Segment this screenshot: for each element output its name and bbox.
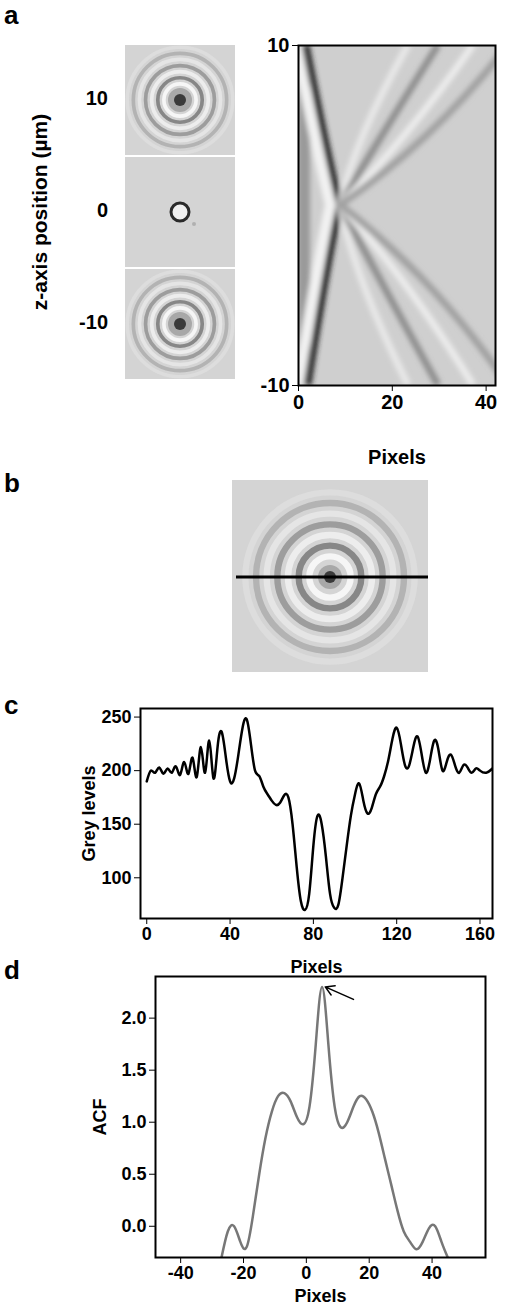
svg-text:0: 0 bbox=[293, 391, 304, 413]
svg-text:Grey levels: Grey levels bbox=[79, 765, 99, 861]
svg-text:1.0: 1.0 bbox=[121, 1112, 146, 1132]
svg-text:250: 250 bbox=[101, 707, 131, 727]
svg-text:0: 0 bbox=[142, 924, 152, 944]
svg-text:40: 40 bbox=[422, 1263, 442, 1283]
svg-text:ACF: ACF bbox=[90, 1099, 110, 1136]
svg-text:40: 40 bbox=[220, 924, 240, 944]
svg-text:Pixels: Pixels bbox=[294, 1286, 346, 1306]
svg-text:2.0: 2.0 bbox=[121, 1008, 146, 1028]
html-text:-10: -10 bbox=[79, 311, 108, 333]
html-text:d: d bbox=[4, 955, 20, 985]
svg-text:160: 160 bbox=[465, 924, 495, 944]
html-text:0: 0 bbox=[96, 199, 108, 221]
svg-text:Pixels: Pixels bbox=[368, 446, 426, 468]
html-text:a: a bbox=[4, 0, 19, 30]
svg-text:200: 200 bbox=[101, 760, 131, 780]
svg-text:120: 120 bbox=[382, 924, 412, 944]
svg-text:20: 20 bbox=[359, 1263, 379, 1283]
html-text:b: b bbox=[4, 468, 20, 498]
svg-text:10: 10 bbox=[267, 34, 289, 56]
svg-text:100: 100 bbox=[101, 868, 131, 888]
svg-text:0: 0 bbox=[301, 1263, 311, 1283]
svg-text:0.5: 0.5 bbox=[121, 1164, 146, 1184]
svg-text:40: 40 bbox=[475, 391, 497, 413]
svg-text:-20: -20 bbox=[230, 1263, 256, 1283]
svg-text:-10: -10 bbox=[261, 374, 290, 396]
html-text:z-axis position (µm): z-axis position (µm) bbox=[28, 113, 51, 311]
svg-text:-40: -40 bbox=[168, 1263, 194, 1283]
svg-text:80: 80 bbox=[303, 924, 323, 944]
svg-text:20: 20 bbox=[381, 391, 403, 413]
html-text:10: 10 bbox=[85, 87, 108, 109]
svg-text:1.5: 1.5 bbox=[121, 1060, 146, 1080]
html-text:c: c bbox=[4, 690, 19, 720]
svg-text:150: 150 bbox=[101, 814, 131, 834]
svg-text:Pixels: Pixels bbox=[290, 957, 342, 977]
svg-text:0.0: 0.0 bbox=[121, 1216, 146, 1236]
